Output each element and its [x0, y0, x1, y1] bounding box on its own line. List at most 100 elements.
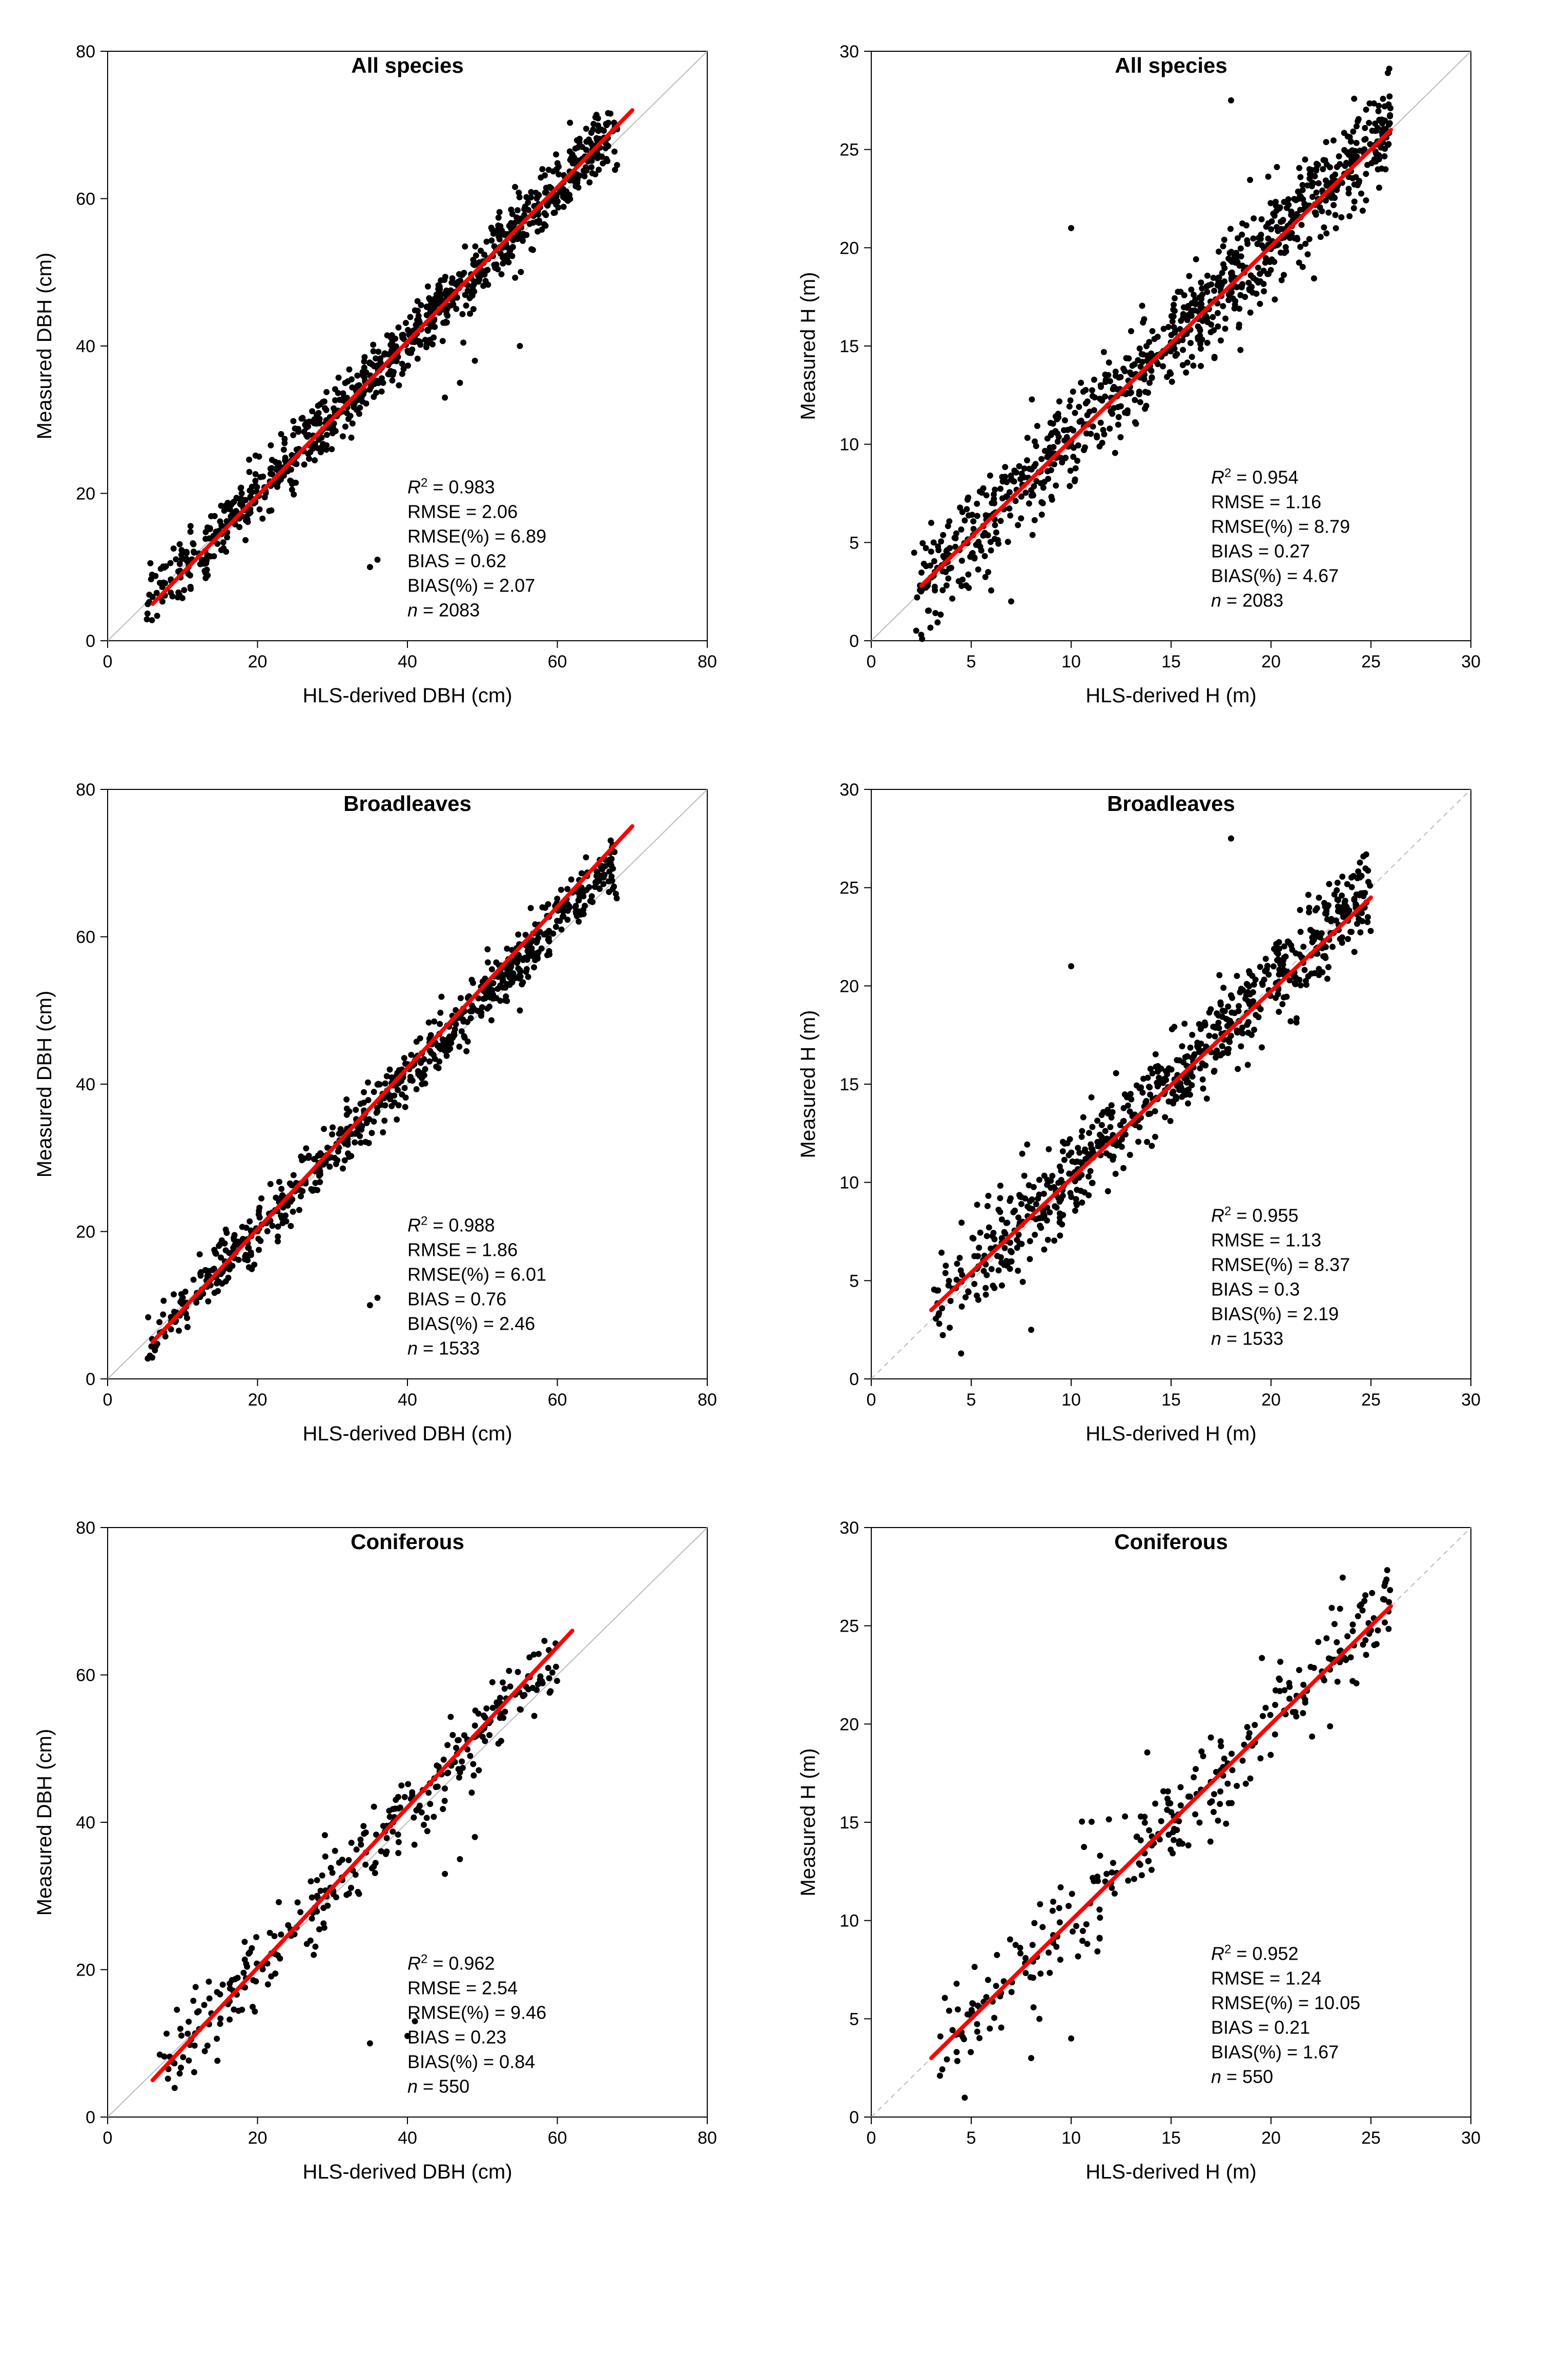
stat-rmsep: RMSE(%) = 6.89 [407, 526, 546, 547]
panel-title: Broadleaves [1107, 791, 1235, 816]
stat-biasp: BIAS(%) = 2.46 [407, 1313, 535, 1334]
y-axis: 051015202530 [839, 42, 871, 651]
svg-text:0: 0 [867, 2128, 876, 2148]
svg-text:10: 10 [839, 435, 859, 455]
stat-r2: R2 = 0.983 [407, 476, 495, 498]
svg-text:0: 0 [86, 1370, 95, 1389]
svg-text:10: 10 [1061, 1390, 1081, 1410]
stat-rmse: RMSE = 1.24 [1211, 1967, 1321, 1988]
svg-text:0: 0 [849, 2108, 859, 2127]
svg-text:20: 20 [76, 484, 95, 504]
svg-text:0: 0 [867, 1390, 876, 1410]
svg-text:40: 40 [76, 1813, 95, 1833]
stat-rmse: RMSE = 1.13 [1211, 1229, 1321, 1250]
x-axis: 020406080 [103, 641, 717, 672]
svg-text:60: 60 [76, 1666, 95, 1685]
svg-text:0: 0 [86, 632, 95, 651]
x-axis: 051015202530 [867, 641, 1481, 672]
svg-text:25: 25 [1361, 2128, 1381, 2148]
svg-text:5: 5 [849, 1271, 859, 1291]
svg-text:20: 20 [839, 977, 859, 996]
x-axis: 020406080 [103, 2117, 717, 2148]
svg-text:0: 0 [103, 2128, 113, 2148]
x-axis-label: HLS-derived H (m) [1085, 1422, 1256, 1445]
svg-text:60: 60 [76, 928, 95, 947]
svg-text:5: 5 [967, 2128, 976, 2148]
stat-bias: BIAS = 0.23 [407, 2027, 506, 2048]
svg-text:25: 25 [839, 879, 859, 898]
stat-r2: R2 = 0.954 [1211, 466, 1298, 488]
scatter-panel-h_all: 051015202530 051015202530 All species HL… [784, 21, 1507, 728]
y-axis-label: Measured DBH (cm) [33, 253, 56, 440]
svg-text:20: 20 [76, 1961, 95, 1980]
scatter-panel-h_conif: 051015202530 051015202530 Coniferous HLS… [784, 1497, 1507, 2204]
svg-text:10: 10 [839, 1173, 859, 1193]
svg-text:20: 20 [76, 1223, 95, 1242]
svg-text:20: 20 [839, 1715, 859, 1734]
stat-biasp: BIAS(%) = 2.19 [1211, 1303, 1339, 1324]
svg-text:40: 40 [76, 1075, 95, 1094]
svg-text:60: 60 [76, 190, 95, 209]
stat-n: n = 2083 [1211, 589, 1283, 611]
x-axis-label: HLS-derived DBH (cm) [303, 1422, 513, 1445]
stat-rmse: RMSE = 1.86 [407, 1239, 518, 1260]
chart-svg: 051015202530 051015202530 Coniferous HLS… [784, 1497, 1491, 2204]
scatter-panel-h_broad: 051015202530 051015202530 Broadleaves HL… [784, 759, 1507, 1466]
scatter-panel-dbh_broad: 020406080 020406080 Broadleaves HLS-deri… [21, 759, 743, 1466]
svg-text:40: 40 [398, 2128, 417, 2148]
svg-text:30: 30 [839, 1518, 859, 1538]
stat-rmse: RMSE = 1.16 [1211, 491, 1321, 512]
svg-text:10: 10 [1061, 2128, 1081, 2148]
svg-text:80: 80 [698, 652, 717, 672]
chart-svg: 051015202530 051015202530 All species HL… [784, 21, 1491, 728]
svg-text:20: 20 [1261, 2128, 1281, 2148]
stat-bias: BIAS = 0.21 [1211, 2017, 1310, 2038]
svg-text:25: 25 [1361, 652, 1381, 672]
y-axis-label: Measured H (m) [797, 272, 820, 420]
stat-r2: R2 = 0.955 [1211, 1204, 1298, 1226]
svg-text:15: 15 [1161, 2128, 1181, 2148]
stat-rmsep: RMSE(%) = 10.05 [1211, 1992, 1360, 2013]
x-axis-label: HLS-derived H (m) [1085, 684, 1256, 707]
svg-text:0: 0 [849, 632, 859, 651]
panel-title: Coniferous [1114, 1530, 1228, 1554]
stat-r2: R2 = 0.988 [407, 1214, 495, 1236]
svg-text:15: 15 [1161, 1390, 1181, 1410]
chart-svg: 020406080 020406080 All species HLS-deri… [21, 21, 728, 728]
svg-text:25: 25 [839, 1617, 859, 1636]
panel-title: Broadleaves [343, 791, 472, 816]
svg-text:20: 20 [248, 2128, 268, 2148]
svg-text:10: 10 [839, 1911, 859, 1931]
svg-text:30: 30 [839, 780, 859, 800]
stat-biasp: BIAS(%) = 0.84 [407, 2051, 535, 2072]
stat-rmsep: RMSE(%) = 6.01 [407, 1264, 546, 1285]
svg-text:15: 15 [1161, 652, 1181, 672]
stat-rmse: RMSE = 2.54 [407, 1978, 518, 1999]
svg-text:25: 25 [839, 140, 859, 160]
y-axis: 051015202530 [839, 1518, 871, 2127]
svg-text:30: 30 [1461, 1390, 1481, 1410]
svg-text:15: 15 [839, 1075, 859, 1094]
svg-text:15: 15 [839, 337, 859, 356]
y-axis: 020406080 [76, 780, 108, 1389]
svg-text:40: 40 [398, 1390, 417, 1410]
panel-title: All species [1115, 53, 1227, 77]
stat-biasp: BIAS(%) = 2.07 [407, 575, 535, 596]
chart-svg: 051015202530 051015202530 Broadleaves HL… [784, 759, 1491, 1466]
svg-text:0: 0 [86, 2108, 95, 2127]
y-axis: 020406080 [76, 1518, 108, 2127]
chart-svg: 020406080 020406080 Coniferous HLS-deriv… [21, 1497, 728, 2204]
svg-text:80: 80 [698, 2128, 717, 2148]
stat-rmsep: RMSE(%) = 9.46 [407, 2002, 546, 2023]
svg-text:0: 0 [867, 652, 876, 672]
chart-svg: 020406080 020406080 Broadleaves HLS-deri… [21, 759, 728, 1466]
svg-text:20: 20 [839, 238, 859, 258]
stat-n: n = 1533 [1211, 1328, 1283, 1349]
scatter-panel-dbh_conif: 020406080 020406080 Coniferous HLS-deriv… [21, 1497, 743, 2204]
stat-bias: BIAS = 0.62 [407, 551, 506, 572]
stat-r2: R2 = 0.952 [1211, 1942, 1298, 1964]
y-axis-label: Measured DBH (cm) [33, 991, 56, 1178]
x-axis: 051015202530 [867, 1379, 1481, 1410]
stat-rmsep: RMSE(%) = 8.79 [1211, 516, 1350, 537]
stat-bias: BIAS = 0.3 [1211, 1278, 1300, 1299]
